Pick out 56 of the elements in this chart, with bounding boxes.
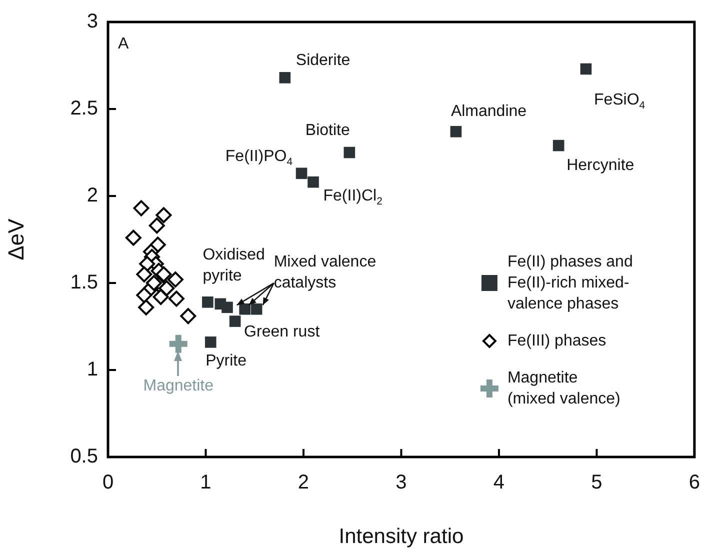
point — [138, 299, 154, 316]
point — [133, 200, 150, 216]
legend-label: Fe(II) phases and Fe(II)-rich mixed-valence phases — [507, 253, 633, 312]
annotation: Biotite — [305, 122, 350, 139]
annotation: Magnetite — [143, 377, 214, 394]
x-tick-label: 6 — [688, 472, 700, 494]
point — [158, 280, 175, 296]
point — [552, 140, 564, 152]
point — [148, 218, 165, 234]
y-axis-title: ΔeV — [3, 218, 28, 260]
point — [580, 63, 592, 75]
annotation: Almandine — [450, 103, 527, 120]
point — [239, 303, 250, 315]
point — [279, 72, 291, 84]
x-axis-title: Intensity ratio — [338, 525, 464, 548]
annotation: Oxidised pyrite — [202, 246, 265, 285]
point — [156, 266, 172, 282]
x-tick-label: 5 — [591, 472, 602, 494]
annotation: Hercynite — [566, 156, 634, 174]
annotation: Mixed valence catalysts — [274, 254, 376, 292]
point — [202, 296, 214, 308]
y-tick-label: 2 — [86, 184, 98, 207]
annotation: A — [118, 35, 129, 52]
point — [450, 126, 462, 138]
point — [156, 207, 172, 224]
point — [180, 308, 196, 324]
point — [152, 288, 169, 305]
y-tick-label: 1.5 — [70, 272, 98, 294]
x-tick-label: 1 — [200, 472, 212, 494]
point — [168, 290, 184, 307]
legend-label: Magnetite (mixed valence) — [507, 369, 620, 408]
annotation: Pyrite — [206, 352, 247, 370]
annotation: Siderite — [296, 52, 350, 70]
x-tick-label: 3 — [396, 472, 407, 494]
point — [296, 168, 308, 180]
y-tick-label: 3 — [86, 10, 98, 33]
point — [125, 230, 142, 246]
x-tick-label: 2 — [298, 472, 310, 494]
point — [167, 272, 184, 288]
point — [139, 256, 156, 272]
y-tick-label: 0.5 — [70, 446, 98, 468]
annotation: Green rust — [244, 324, 320, 341]
point — [344, 146, 356, 158]
point — [146, 275, 162, 291]
legend-label: Fe(III) phases — [507, 332, 606, 350]
x-tick-label: 4 — [493, 472, 505, 494]
point — [136, 266, 152, 282]
point — [250, 303, 262, 315]
point — [222, 302, 233, 314]
point — [204, 336, 216, 348]
y-tick-label: 1 — [86, 358, 98, 381]
point — [136, 287, 152, 304]
point — [308, 176, 319, 188]
point — [229, 316, 241, 327]
x-tick-label: 0 — [102, 472, 114, 494]
y-tick-label: 2.5 — [70, 98, 98, 120]
